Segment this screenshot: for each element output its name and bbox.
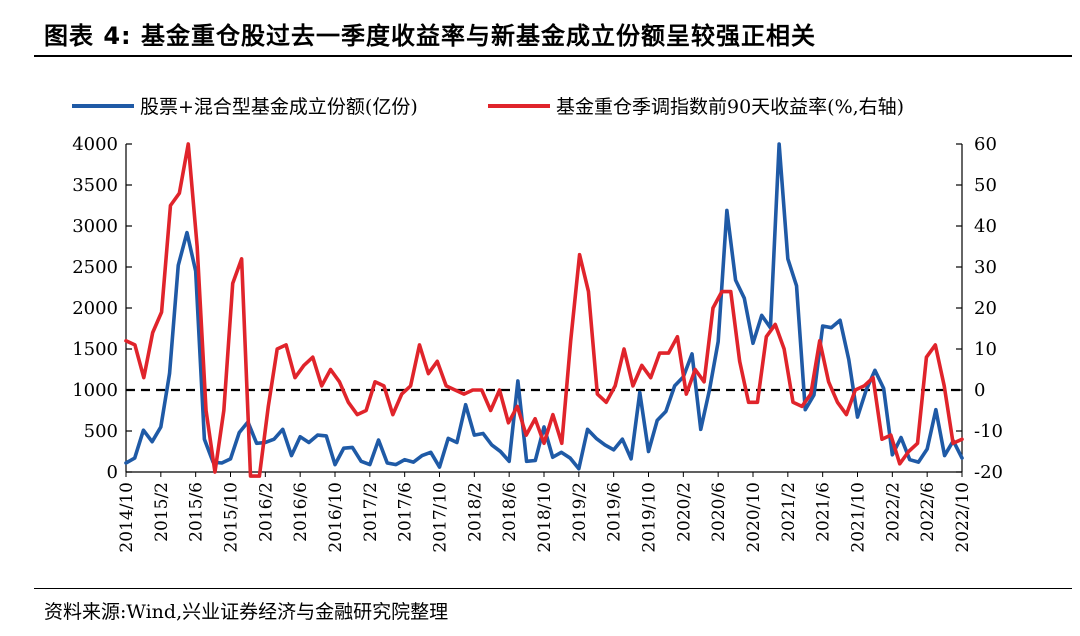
x-tick-label: 2019/10 (640, 482, 660, 553)
x-tick-label: 2022/6 (918, 482, 938, 542)
series-line-1 (124, 142, 964, 471)
x-tick-label: 2021/2 (779, 482, 799, 542)
x-tick-label: 2014/10 (117, 482, 137, 553)
x-tick-label: 2017/10 (431, 482, 451, 553)
y2-tick-label: 0 (974, 380, 985, 401)
x-tick-label: 2016/6 (291, 482, 311, 542)
x-tick-label: 2015/6 (187, 482, 207, 542)
x-tick-label: 2020/2 (674, 482, 694, 542)
chart: 股票+混合型基金成立份额(亿份) 基金重仓季调指数前90天收益率(%,右轴) 0… (72, 96, 1003, 553)
x-tick-label: 2019/2 (570, 482, 590, 542)
x-tick-label: 2018/2 (465, 482, 485, 542)
x-tick-label: 2017/6 (396, 482, 416, 542)
y2-tick-label: 60 (974, 134, 997, 155)
x-tick-label: 2019/6 (605, 482, 625, 542)
source-note: 资料来源:Wind,兴业证券经济与金融研究院整理 (44, 601, 449, 623)
x-tick-label: 2022/10 (953, 482, 973, 553)
footer-rule (34, 588, 1072, 589)
y-tick-label: 1000 (72, 380, 118, 401)
y-tick-label: 0 (107, 462, 118, 483)
y2-tick-label: 40 (974, 216, 997, 237)
y-tick-label: 3000 (72, 216, 118, 237)
y-tick-label: 3500 (72, 175, 118, 196)
y-tick-label: 2500 (72, 257, 118, 278)
series-line-2 (124, 142, 964, 478)
y2-tick-label: 50 (974, 175, 997, 196)
y2-tick-label: -20 (974, 462, 1003, 483)
y2-tick-label: 20 (974, 298, 997, 319)
x-tick-label: 2018/10 (535, 482, 555, 553)
x-tick-label: 2021/10 (849, 482, 869, 553)
y-tick-label: 2000 (72, 298, 118, 319)
y-tick-label: 4000 (72, 134, 118, 155)
chart-title: 图表 4: 基金重仓股过去一季度收益率与新基金成立份额呈较强正相关 (44, 22, 817, 50)
x-tick-label: 2015/2 (152, 482, 172, 542)
x-tick-label: 2022/2 (883, 482, 903, 542)
x-tick-label: 2016/10 (326, 482, 346, 553)
x-tick-label: 2020/6 (709, 482, 729, 542)
x-tick-label: 2017/2 (361, 482, 381, 542)
y2-tick-label: 10 (974, 339, 997, 360)
y2-tick-label: -10 (974, 421, 1003, 442)
x-tick-label: 2015/10 (222, 482, 242, 553)
y-tick-label: 500 (84, 421, 118, 442)
title-rule (34, 55, 1072, 57)
x-tick-label: 2021/6 (814, 482, 834, 542)
series-group (124, 142, 964, 478)
x-tick-label: 2016/2 (256, 482, 276, 542)
legend-label-series1: 股票+混合型基金成立份额(亿份) (140, 96, 418, 118)
y2-tick-label: 30 (974, 257, 997, 278)
y-tick-label: 1500 (72, 339, 118, 360)
axes: 0 500 1000 1500 2000 2500 3000 3500 4000 -20 -10 0 1… (72, 134, 1003, 553)
legend-label-series2: 基金重仓季调指数前90天收益率(%,右轴) (556, 96, 904, 118)
legend: 股票+混合型基金成立份额(亿份) 基金重仓季调指数前90天收益率(%,右轴) (72, 96, 904, 118)
x-tick-label: 2018/6 (500, 482, 520, 542)
x-tick-label: 2020/10 (744, 482, 764, 553)
